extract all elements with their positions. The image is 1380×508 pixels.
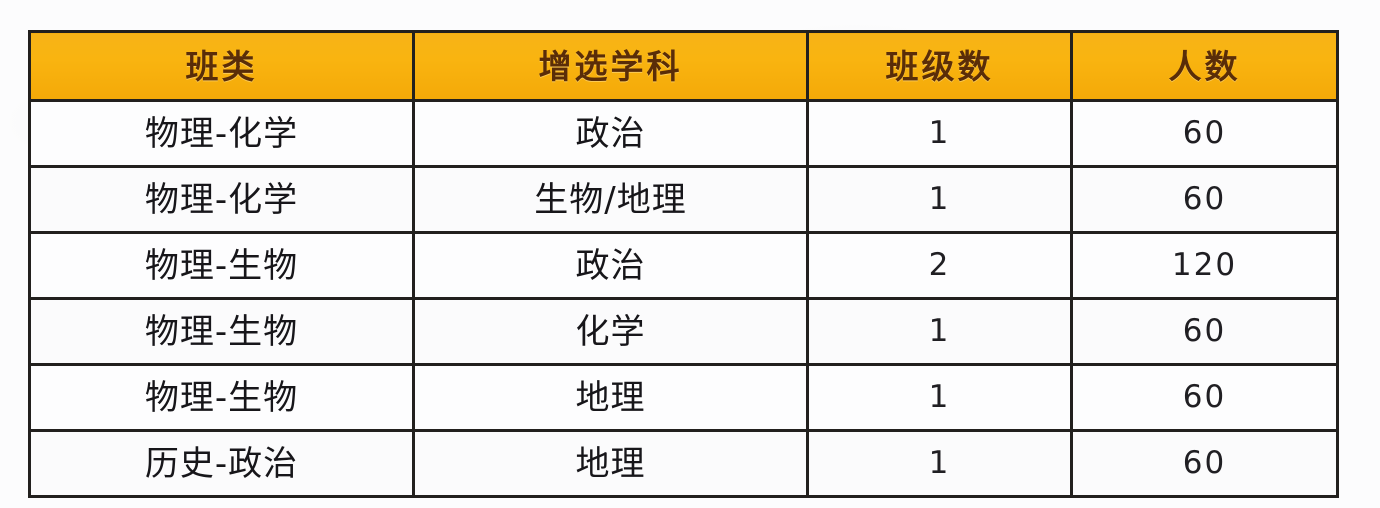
- cell-value: 120: [1171, 247, 1238, 283]
- table-body: 物理-化学 政治 1 60 物理-化学 生物/地理 1 60 物理-生物 政治 …: [28, 99, 1339, 498]
- column-header-label: 班类: [185, 46, 258, 86]
- cell-class-count: 2: [806, 231, 1073, 300]
- cell-value: 1: [928, 445, 951, 481]
- table-row: 物理-生物 地理 1 60: [28, 363, 1339, 432]
- column-header-class-count: 班级数: [806, 30, 1073, 102]
- cell-value: 生物/地理: [534, 179, 687, 220]
- cell-class-count: 1: [806, 363, 1073, 432]
- cell-value: 60: [1182, 313, 1227, 349]
- column-header-label: 班级数: [885, 46, 994, 86]
- cell-class-count: 1: [806, 429, 1073, 498]
- cell-class-type: 物理-生物: [28, 231, 415, 300]
- cell-value: 1: [928, 379, 951, 415]
- cell-value: 60: [1182, 445, 1227, 481]
- class-allocation-table: 班类 增选学科 班级数 人数 物理-化学 政治 1: [28, 30, 1339, 498]
- cell-added-subject: 生物/地理: [412, 165, 809, 234]
- cell-value: 2: [928, 247, 951, 283]
- cell-added-subject: 地理: [412, 363, 809, 432]
- table-row: 历史-政治 地理 1 60: [28, 429, 1339, 498]
- cell-student-count: 60: [1070, 165, 1339, 234]
- cell-added-subject: 化学: [412, 297, 809, 366]
- cell-value: 地理: [575, 443, 646, 484]
- cell-class-count: 1: [806, 165, 1073, 234]
- cell-value: 地理: [575, 377, 646, 418]
- cell-class-type: 历史-政治: [28, 429, 415, 498]
- cell-value: 60: [1182, 181, 1227, 217]
- header-row: 班类 增选学科 班级数 人数: [28, 30, 1339, 102]
- cell-value: 物理-生物: [144, 245, 299, 286]
- cell-class-type: 物理-化学: [28, 165, 415, 234]
- cell-value: 1: [928, 115, 951, 151]
- cell-value: 政治: [575, 245, 646, 286]
- cell-value: 60: [1182, 379, 1227, 415]
- cell-class-count: 1: [806, 99, 1073, 168]
- cell-value: 物理-生物: [144, 377, 299, 418]
- cell-value: 60: [1182, 115, 1227, 151]
- cell-class-type: 物理-生物: [28, 297, 415, 366]
- cell-class-count: 1: [806, 297, 1073, 366]
- table-row: 物理-化学 政治 1 60: [28, 99, 1339, 168]
- cell-class-type: 物理-生物: [28, 363, 415, 432]
- table-row: 物理-生物 化学 1 60: [28, 297, 1339, 366]
- table-row: 物理-生物 政治 2 120: [28, 231, 1339, 300]
- cell-value: 物理-生物: [144, 311, 299, 352]
- cell-value: 1: [928, 313, 951, 349]
- cell-value: 化学: [575, 311, 646, 352]
- table-header: 班类 增选学科 班级数 人数: [28, 30, 1339, 102]
- cell-student-count: 60: [1070, 99, 1339, 168]
- cell-value: 物理-化学: [144, 113, 299, 154]
- cell-added-subject: 政治: [412, 99, 809, 168]
- column-header-class-type: 班类: [28, 30, 415, 102]
- cell-student-count: 60: [1070, 363, 1339, 432]
- column-header-label: 人数: [1168, 46, 1241, 86]
- column-header-label: 增选学科: [538, 46, 683, 86]
- cell-value: 历史-政治: [144, 443, 299, 484]
- cell-value: 政治: [575, 113, 646, 154]
- cell-student-count: 60: [1070, 297, 1339, 366]
- cell-class-type: 物理-化学: [28, 99, 415, 168]
- table-container: 班类 增选学科 班级数 人数 物理-化学 政治 1: [28, 30, 1339, 498]
- cell-student-count: 60: [1070, 429, 1339, 498]
- cell-value: 物理-化学: [144, 179, 299, 220]
- table-row: 物理-化学 生物/地理 1 60: [28, 165, 1339, 234]
- column-header-student-count: 人数: [1070, 30, 1339, 102]
- cell-added-subject: 政治: [412, 231, 809, 300]
- cell-added-subject: 地理: [412, 429, 809, 498]
- column-header-added-subject: 增选学科: [412, 30, 809, 102]
- cell-student-count: 120: [1070, 231, 1339, 300]
- cell-value: 1: [928, 181, 951, 217]
